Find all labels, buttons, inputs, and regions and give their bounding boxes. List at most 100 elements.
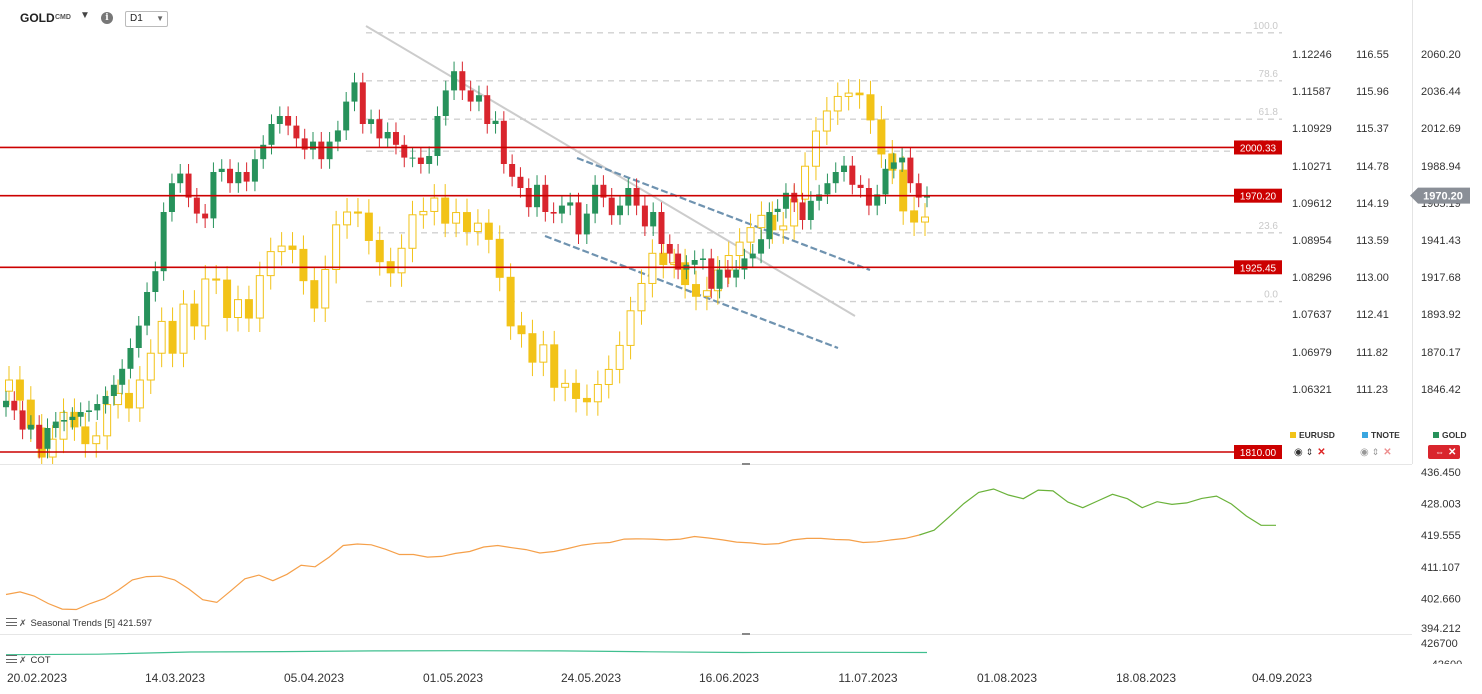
gold-candle [135, 325, 142, 348]
gold-candle [890, 162, 897, 169]
gold-candle [691, 260, 698, 265]
close-icon[interactable]: ✕ [1317, 447, 1326, 458]
eurusd-candle [255, 275, 264, 319]
price-chart[interactable]: 100.078.661.850.023.60.0 2000.331970.201… [0, 0, 1482, 464]
gold-tick-label: 1941.43 [1421, 235, 1461, 247]
seasonal-tick-label: 419.555 [1421, 530, 1461, 542]
gold-candle [326, 141, 333, 160]
eurusd-candle [659, 252, 668, 265]
level-1810-tag [1234, 445, 1282, 459]
eurusd-tick-label: 1.11587 [1292, 86, 1331, 98]
gold-candle [467, 90, 474, 102]
eurusd-tick-label: 1.10929 [1292, 123, 1332, 135]
gold-candle [608, 197, 615, 216]
tnote-tick-label: 112.41 [1356, 309, 1389, 321]
eurusd-candle [244, 299, 253, 319]
eurusd-candle [822, 110, 831, 132]
timeframe-select[interactable]: D1 ▼ [125, 11, 168, 27]
indicator-settings-icon[interactable] [6, 655, 17, 663]
swap-icon[interactable]: ⇔ [1435, 447, 1444, 457]
resize-handle[interactable] [742, 463, 750, 465]
gold-candle [600, 184, 607, 198]
date-tick-label: 04.09.2023 [1252, 671, 1312, 685]
eurusd-candle [190, 303, 199, 327]
eurusd-candle [5, 379, 13, 392]
horizontal-levels[interactable]: 2000.33 1970.20 1925.45 1810.00 [0, 140, 1282, 459]
legend-eurusd-label: EURUSD [1299, 430, 1335, 440]
symbol-name[interactable]: GOLD [20, 11, 55, 25]
tnote-tick-label: 114.78 [1356, 161, 1389, 173]
reorder-icon[interactable]: ⇕ [1305, 447, 1314, 457]
eurusd-candle [899, 169, 908, 212]
close-icon[interactable]: ✕ [1383, 447, 1392, 458]
fib-label: 61.8 [1259, 107, 1279, 118]
fibonacci-retracement[interactable]: 100.078.661.850.023.60.0 [366, 21, 1282, 303]
channel-lower-line [544, 234, 839, 350]
gold-candle [334, 130, 341, 142]
gold-candle [384, 132, 391, 139]
eye-icon[interactable]: ◉ [1294, 447, 1303, 458]
gold-candle [708, 258, 715, 289]
legend-gold: GOLD [1433, 430, 1467, 440]
panel-separator [0, 464, 1412, 465]
gold-candle [61, 420, 68, 422]
seasonal-trends-panel[interactable]: 436.450 428.003 419.555 411.107 402.660 394.2… [0, 464, 1482, 634]
eurusd-tick-label: 1.08296 [1292, 272, 1332, 284]
resize-handle[interactable] [742, 633, 750, 635]
eurusd-candle [81, 426, 90, 445]
gold-candle [417, 157, 424, 164]
gold-candle [193, 197, 200, 214]
gold-candle [77, 412, 84, 417]
tnote-tick-label: 111.23 [1356, 384, 1388, 396]
eurusd-tick-label: 1.08954 [1292, 235, 1332, 247]
cot-series-line [5, 650, 928, 656]
eurusd-candle [353, 211, 362, 214]
gold-candle [824, 183, 831, 195]
indicator-close-icon[interactable]: ✗ [19, 618, 27, 628]
gold-candle [434, 116, 441, 156]
gold-candle [52, 421, 59, 428]
eye-icon[interactable]: ◉ [1360, 447, 1369, 458]
cot-panel[interactable]: 426700 -42600 [0, 634, 1482, 664]
close-icon[interactable]: ✕ [1448, 447, 1457, 458]
current-price-label: 1970.20 [1423, 191, 1463, 203]
eurusd-candle [299, 248, 308, 282]
date-tick-label: 01.05.2023 [423, 671, 483, 685]
fib-label: 78.6 [1259, 69, 1279, 80]
gold-candle [716, 269, 723, 289]
gold-candle [36, 424, 43, 449]
gold-candle [650, 212, 657, 227]
indicator-settings-icon[interactable] [6, 618, 17, 626]
gold-candle [583, 213, 590, 235]
gold-candle [459, 71, 466, 91]
cot-axis: 426700 -42600 [1421, 638, 1462, 664]
seasonal-tick-label: 428.003 [1421, 499, 1461, 511]
legend-gold-controls: ⇔ ✕ [1428, 445, 1461, 459]
eurusd-candle [615, 344, 624, 370]
level-1925-tag [1234, 260, 1282, 275]
cot-tick-label: 426700 [1421, 638, 1458, 650]
eurusd-candle [528, 333, 537, 363]
eurusd-candle [103, 404, 112, 437]
eurusd-candle [266, 251, 275, 277]
eurusd-candle [277, 245, 286, 253]
gold-candle [517, 176, 524, 188]
gold-candle [542, 184, 549, 212]
eurusd-candle [212, 278, 221, 281]
eurusd-tick-label: 1.12246 [1292, 49, 1332, 61]
gold-candle [376, 119, 383, 139]
gold-candle [658, 212, 665, 244]
eurusd-candle [866, 94, 875, 121]
timeframe-value: D1 [130, 13, 143, 24]
seasonal-title: Seasonal Trends [5] 421.597 [30, 618, 153, 629]
info-icon[interactable]: i [101, 12, 113, 24]
gold-tick-label: 1870.17 [1421, 347, 1461, 359]
gold-candle [791, 192, 798, 203]
chart-header: GOLD CMD ▼ i D1 ▼ [0, 0, 1290, 36]
cot-line [5, 650, 928, 656]
reorder-icon[interactable]: ⇕ [1371, 447, 1380, 457]
gold-candle [44, 428, 51, 449]
indicator-close-icon[interactable]: ✗ [19, 655, 27, 665]
symbol-dropdown-icon[interactable]: ▼ [80, 10, 90, 21]
gold-candle [475, 95, 482, 102]
